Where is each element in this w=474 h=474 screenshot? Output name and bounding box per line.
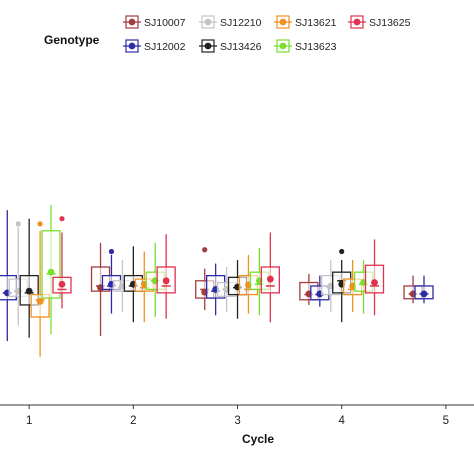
legend-key-dot [204,42,212,50]
box-sj12210-cycle-1 [8,221,28,326]
box-sj12002-cycle-1 [0,210,17,342]
legend-label: SJ10007 [144,17,186,29]
outlier-point [37,221,43,227]
outlier-point [339,248,345,255]
mean-dot [371,279,378,286]
legend-item-sj13623: SJ13623 [274,39,337,53]
legend-label: SJ13621 [295,17,337,29]
box-sj12002-cycle-5 [414,275,434,304]
outlier-point [202,247,208,253]
outlier-point [59,216,65,222]
box-sj13625-cycle-3 [260,232,280,323]
legend-item-sj13621: SJ13621 [274,15,337,29]
box-sj13625-cycle-2 [156,234,176,319]
x-tick-label-5: 5 [443,415,449,427]
box-iqr [364,264,385,294]
mean-dot [58,280,66,288]
legend: Genotype SJ10007SJ12002SJ12210SJ13426SJ1… [44,15,411,53]
x-axis-title: Cycle [242,432,274,446]
legend-item-sj10007: SJ10007 [123,15,186,29]
box-sj13426-cycle-1 [19,218,39,338]
x-tick-label-1: 1 [26,415,32,427]
legend-item-sj12210: SJ12210 [199,15,262,29]
legend-key-dot [279,42,287,50]
outlier-point [15,221,21,227]
mean-dot [420,290,428,298]
legend-item-sj13625: SJ13625 [348,15,411,29]
legend-label: SJ12002 [144,41,186,53]
plot-area [0,204,434,357]
legend-label: SJ13625 [369,17,411,29]
legend-label: SJ13623 [295,41,337,53]
legend-key-dot [204,18,212,26]
legend-title: Genotype [44,33,100,47]
box-sj13625-cycle-4 [364,239,385,316]
mean-dot [47,268,55,276]
box-sj13621-cycle-1 [30,221,50,357]
x-tick-label-3: 3 [234,415,240,427]
mean-dot [36,298,44,305]
legend-label: SJ12210 [220,17,262,29]
mean-dot [266,275,274,283]
legend-item-sj13426: SJ13426 [199,39,262,53]
legend-item-sj12002: SJ12002 [123,39,186,53]
mean-dot [25,287,33,295]
outlier-point [108,248,115,255]
legend-items: SJ10007 SJ12002 SJ12210 SJ13426 SJ13621 SJ136… [123,15,411,53]
legend-key-dot [353,18,361,26]
legend-key-dot [279,18,287,26]
legend-key-dot [128,42,136,50]
x-tick-label-4: 4 [338,415,345,427]
box-sj13625-cycle-1 [52,216,72,309]
mean-dot [162,277,170,285]
legend-label: SJ13426 [220,41,262,53]
x-tick-label-2: 2 [130,415,136,427]
legend-key-dot [128,18,136,26]
x-axis-ticks: 1 2 3 4 5 [26,405,449,427]
